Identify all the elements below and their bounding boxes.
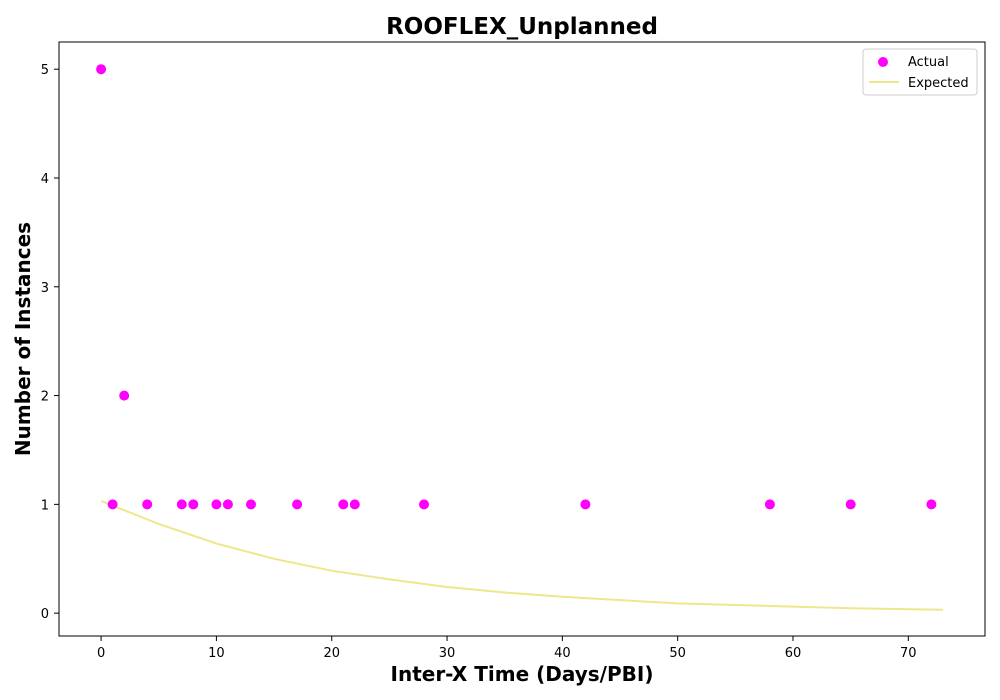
actual-point xyxy=(222,499,233,510)
x-tick-label: 30 xyxy=(439,646,456,661)
actual-point xyxy=(419,499,429,510)
actual-point xyxy=(845,499,856,510)
x-tick-label: 10 xyxy=(208,646,225,661)
chart-title: ROOFLEX_Unplanned xyxy=(386,14,658,40)
y-tick-label: 4 xyxy=(41,172,49,187)
x-axis-label: Inter-X Time (Days/PBI) xyxy=(391,662,654,686)
actual-point xyxy=(246,499,256,510)
legend-actual-marker xyxy=(878,57,888,67)
plot-frame xyxy=(58,41,986,637)
legend-expected-label: Expected xyxy=(908,76,969,91)
legend-actual-label: Actual xyxy=(908,55,949,70)
y-axis-label: Number of Instances xyxy=(11,222,35,456)
y-tick-label: 5 xyxy=(41,63,49,78)
y-tick-label: 2 xyxy=(41,390,49,405)
legend-box xyxy=(862,48,978,96)
y-tick-label: 3 xyxy=(41,281,49,296)
y-tick-label: 0 xyxy=(41,607,49,622)
actual-point xyxy=(580,499,591,510)
y-tick-label: 1 xyxy=(41,498,49,513)
x-tick-label: 20 xyxy=(323,646,340,661)
actual-point xyxy=(292,499,303,510)
legend: Actual Expected xyxy=(862,48,978,96)
actual-point xyxy=(119,390,130,401)
x-tick-label: 60 xyxy=(785,646,802,661)
actual-point xyxy=(188,499,199,510)
expected-line xyxy=(100,500,943,611)
actual-point xyxy=(96,64,107,75)
plot-area xyxy=(96,64,943,611)
x-tick-label: 70 xyxy=(900,646,917,661)
actual-point xyxy=(211,499,222,510)
actual-point xyxy=(338,499,349,510)
actual-point xyxy=(349,499,360,510)
actual-point xyxy=(764,499,775,510)
actual-point xyxy=(142,499,153,510)
x-tick-label: 0 xyxy=(97,646,105,661)
x-tick-label: 50 xyxy=(669,646,686,661)
axes: 0 10 20 30 40 50 60 70 0 1 2 3 4 5 xyxy=(41,41,986,661)
actual-point xyxy=(176,499,187,510)
actual-point xyxy=(107,499,118,510)
x-tick-label: 40 xyxy=(554,646,571,661)
actual-point xyxy=(926,499,937,510)
